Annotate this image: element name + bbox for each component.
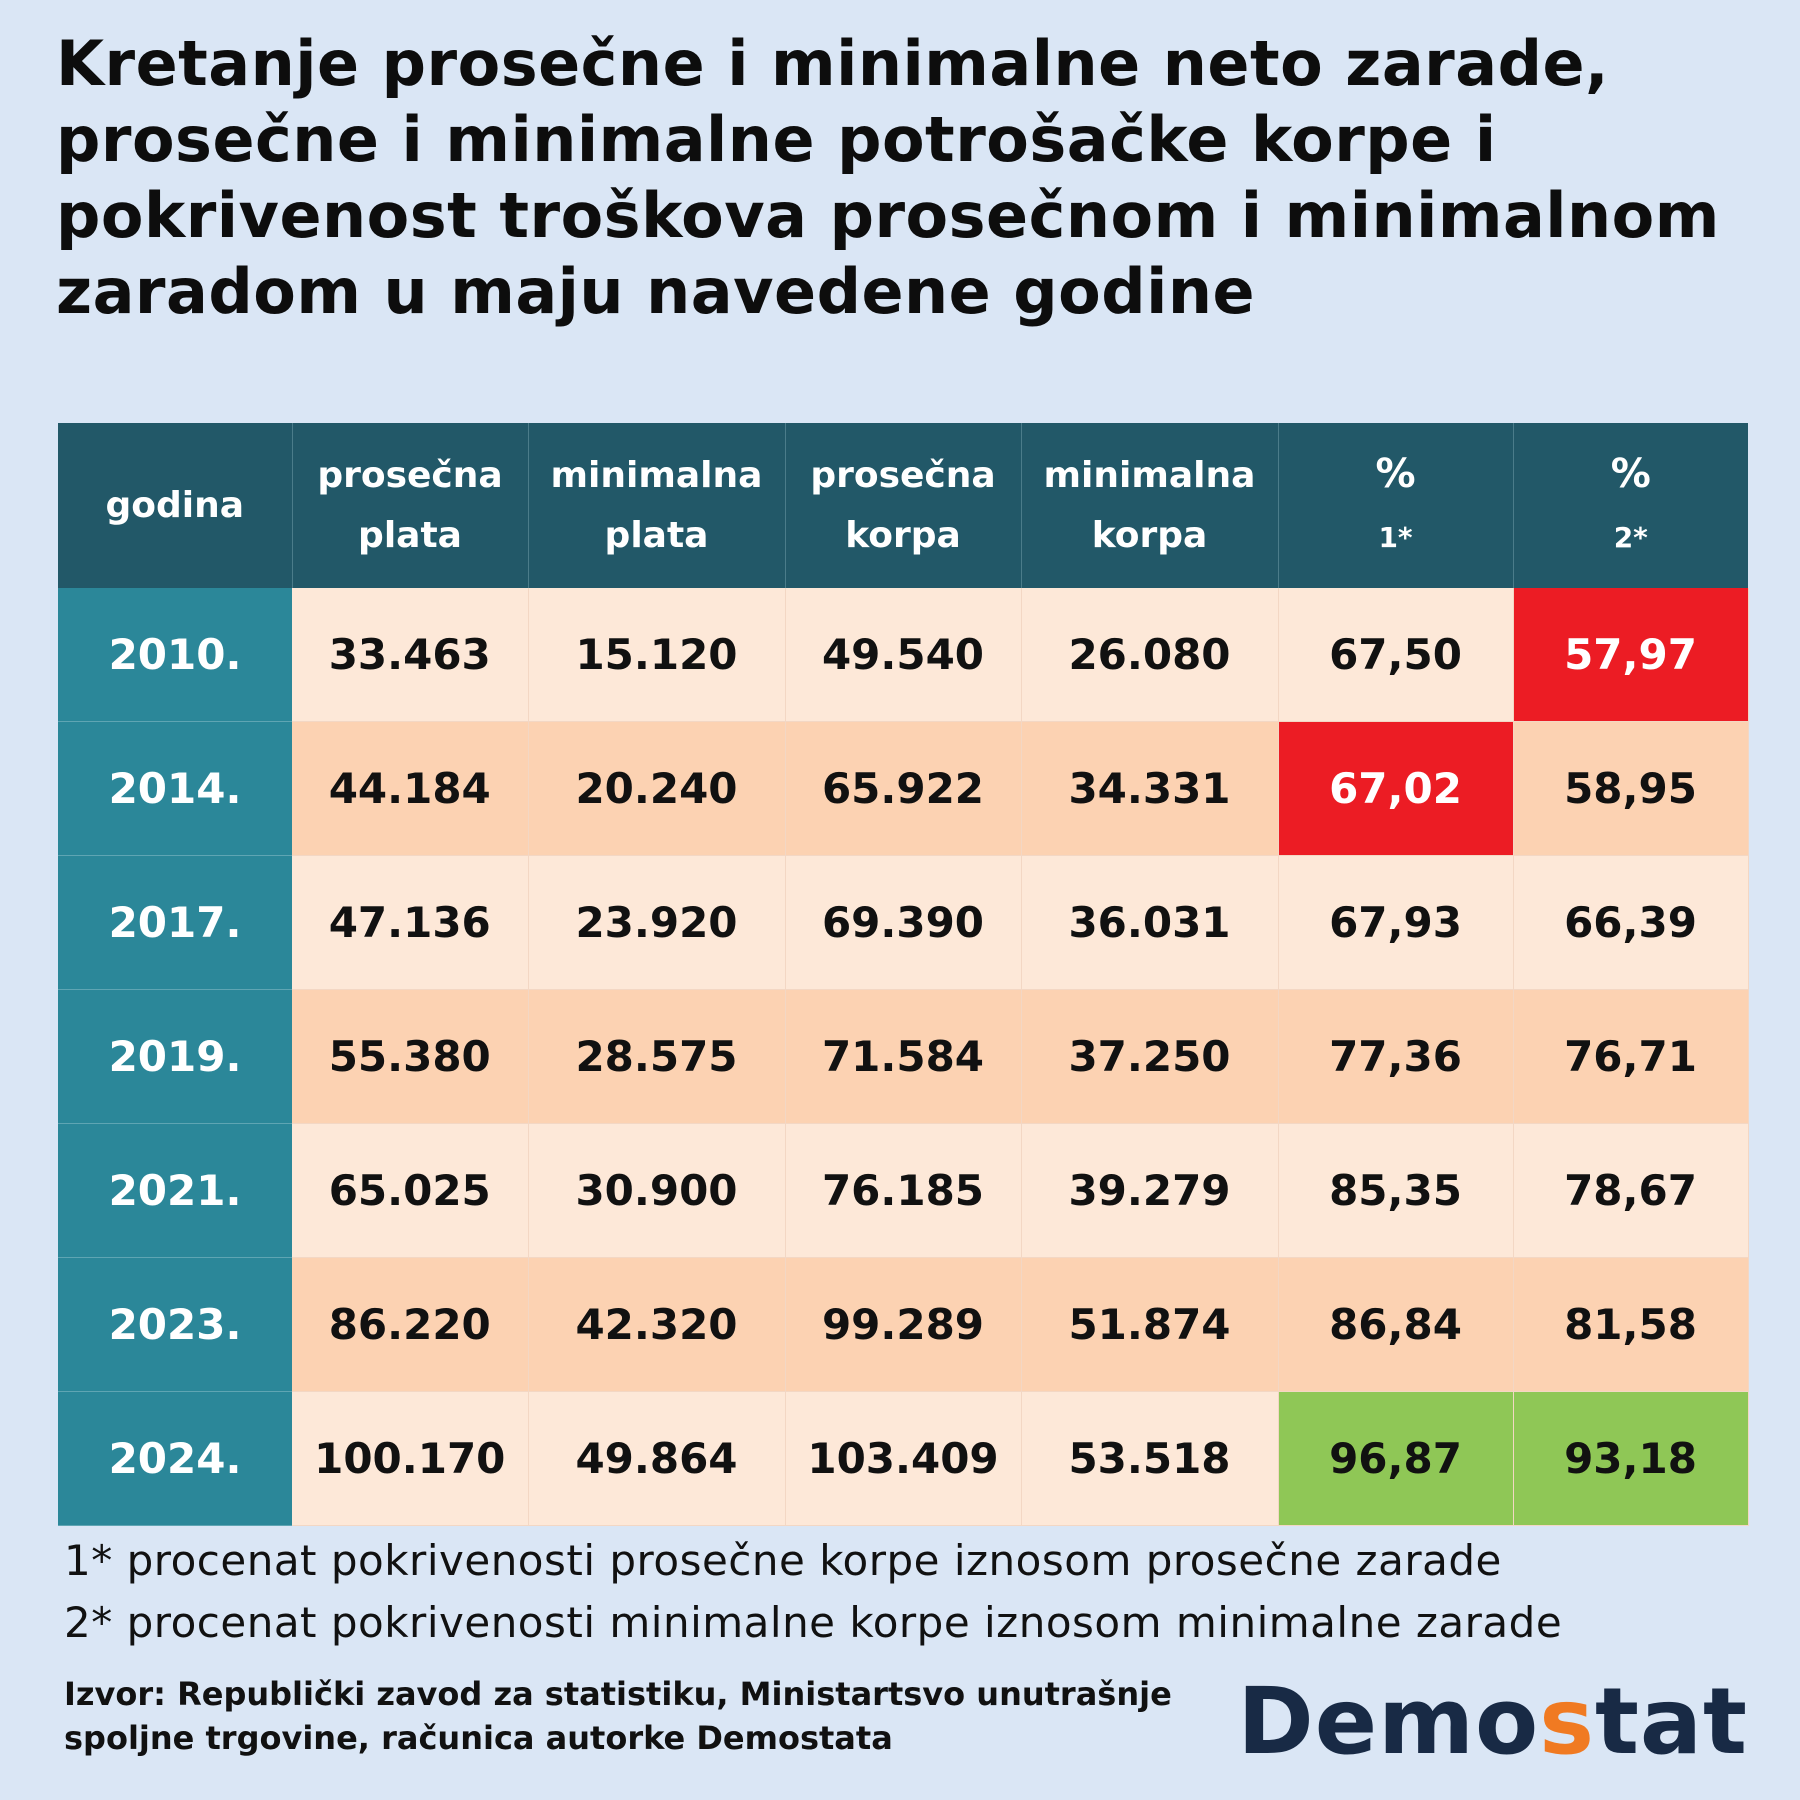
table-cell: 30.900 <box>528 1123 786 1258</box>
table-cell: 49.540 <box>785 588 1022 722</box>
table-cell: 53.518 <box>1021 1391 1279 1526</box>
table-cell: 67,50 <box>1278 588 1514 722</box>
header-minimalna-korpa: minimalna korpa <box>1021 423 1279 588</box>
footnote-2: 2* procenat pokrivenosti minimalne korpe… <box>64 1598 1563 1647</box>
table-row: 2014. 44.184 20.240 65.922 34.331 67,02 … <box>58 721 1749 856</box>
logo-text: tat <box>1594 1668 1748 1775</box>
table-cell: 86.220 <box>292 1257 529 1392</box>
year-cell: 2010. <box>58 588 292 722</box>
header-label: % <box>1610 450 1651 497</box>
header-label: korpa <box>1091 514 1208 556</box>
table-cell: 103.409 <box>785 1391 1022 1526</box>
table-cell: 33.463 <box>292 588 529 722</box>
table-cell: 78,67 <box>1513 1123 1749 1258</box>
table-cell-highest: 96,87 <box>1278 1391 1514 1526</box>
table-cell-highest: 93,18 <box>1513 1391 1749 1526</box>
table-row: 2017. 47.136 23.920 69.390 36.031 67,93 … <box>58 855 1749 990</box>
table-cell: 58,95 <box>1513 721 1749 856</box>
table-cell: 65.025 <box>292 1123 529 1258</box>
table-cell-lowest: 67,02 <box>1278 721 1514 856</box>
header-percent-2: % 2* <box>1513 423 1748 588</box>
table-row: 2021. 65.025 30.900 76.185 39.279 85,35 … <box>58 1123 1749 1258</box>
chart-title: Kretanje prosečne i minimalne neto zarad… <box>56 27 1720 328</box>
table-cell: 100.170 <box>292 1391 529 1526</box>
year-cell: 2019. <box>58 989 292 1124</box>
table-cell: 42.320 <box>528 1257 786 1392</box>
table-cell: 39.279 <box>1021 1123 1279 1258</box>
header-prosecna-plata: prosečna plata <box>292 423 529 588</box>
table-cell: 71.584 <box>785 989 1022 1124</box>
table-row: 2019. 55.380 28.575 71.584 37.250 77,36 … <box>58 989 1749 1124</box>
table-cell: 67,93 <box>1278 855 1514 990</box>
year-cell: 2014. <box>58 721 292 856</box>
table-cell: 65.922 <box>785 721 1022 856</box>
table-cell: 20.240 <box>528 721 786 856</box>
year-cell: 2024. <box>58 1391 292 1526</box>
header-label: plata <box>604 514 709 556</box>
table-cell: 36.031 <box>1021 855 1279 990</box>
table-cell: 44.184 <box>292 721 529 856</box>
year-cell: 2017. <box>58 855 292 990</box>
table-cell: 86,84 <box>1278 1257 1514 1392</box>
table-cell: 51.874 <box>1021 1257 1279 1392</box>
table-cell: 26.080 <box>1021 588 1279 722</box>
header-minimalna-plata: minimalna plata <box>528 423 786 588</box>
table-cell: 15.120 <box>528 588 786 722</box>
header-label: 2* <box>1613 520 1648 554</box>
table-cell: 28.575 <box>528 989 786 1124</box>
table-cell: 85,35 <box>1278 1123 1514 1258</box>
header-prosecna-korpa: prosečna korpa <box>785 423 1022 588</box>
table-cell: 99.289 <box>785 1257 1022 1392</box>
header-row: godina prosečna plata minimalna plata pros… <box>58 423 1748 588</box>
table-cell: 76,71 <box>1513 989 1749 1124</box>
header-label: korpa <box>845 514 961 556</box>
source-text: Izvor: Republički zavod za statistiku, M… <box>64 1675 1172 1757</box>
header-label: prosečna <box>810 454 996 496</box>
data-table: godina prosečna plata minimalna plata pros… <box>58 423 1749 1526</box>
header-label: godina <box>105 484 245 526</box>
header-label: 1* <box>1378 520 1413 554</box>
header-label: prosečna <box>317 454 503 496</box>
table-cell: 37.250 <box>1021 989 1279 1124</box>
header-label: % <box>1375 450 1416 497</box>
table-cell: 81,58 <box>1513 1257 1749 1392</box>
demostat-logo: Demostat <box>1237 1668 1748 1775</box>
header-label: minimalna <box>1043 454 1256 496</box>
year-cell: 2023. <box>58 1257 292 1392</box>
footnote-1: 1* procenat pokrivenosti prosečne korpe … <box>64 1536 1502 1585</box>
year-cell: 2021. <box>58 1123 292 1258</box>
header-percent-1: % 1* <box>1278 423 1514 588</box>
logo-text: Demo <box>1237 1668 1540 1775</box>
table-cell: 77,36 <box>1278 989 1514 1124</box>
table-cell: 69.390 <box>785 855 1022 990</box>
header-label: plata <box>358 514 462 556</box>
table-cell: 23.920 <box>528 855 786 990</box>
table-cell: 47.136 <box>292 855 529 990</box>
header-godina: godina <box>58 423 293 588</box>
table-row: 2010. 33.463 15.120 49.540 26.080 67,50 … <box>58 588 1749 722</box>
table-cell: 49.864 <box>528 1391 786 1526</box>
header-label: minimalna <box>550 454 763 496</box>
table-cell: 55.380 <box>292 989 529 1124</box>
table-cell: 66,39 <box>1513 855 1749 990</box>
table-row: 2024. 100.170 49.864 103.409 53.518 96,8… <box>58 1391 1749 1526</box>
table-row: 2023. 86.220 42.320 99.289 51.874 86,84 … <box>58 1257 1749 1392</box>
logo-accent-text: s <box>1539 1668 1595 1775</box>
table-cell-lowest: 57,97 <box>1513 588 1749 722</box>
table-cell: 76.185 <box>785 1123 1022 1258</box>
table-cell: 34.331 <box>1021 721 1279 856</box>
